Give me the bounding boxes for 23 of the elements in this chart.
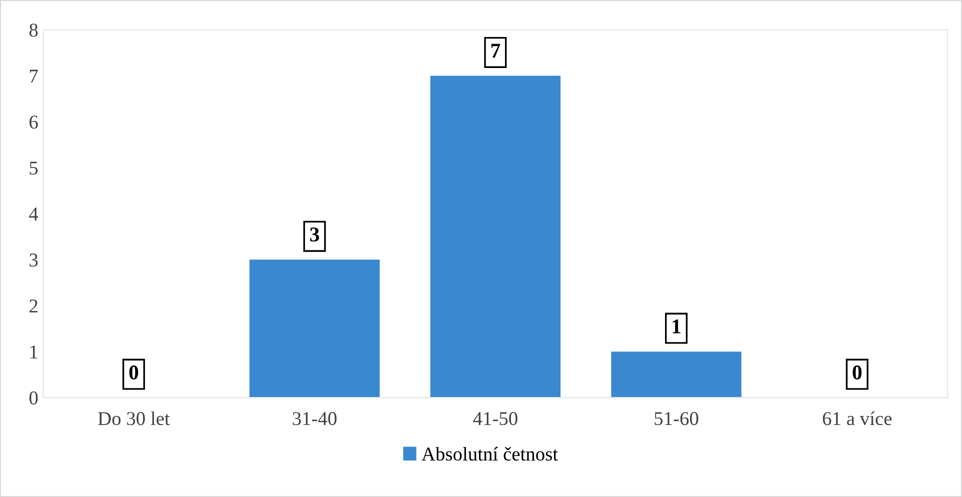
y-tick-label: 2 (30, 300, 38, 312)
x-tick-label: Do 30 let (98, 411, 170, 426)
y-tick-label: 0 (29, 391, 38, 405)
data-label: 0 (129, 365, 138, 380)
data-label: 7 (491, 44, 500, 58)
y-tick-label: 4 (29, 208, 38, 220)
y-tick-label: 8 (29, 24, 38, 37)
x-tick-label: 61 a více (822, 411, 892, 426)
y-tick-label: 7 (30, 70, 38, 83)
x-tick-label: 31-40 (292, 412, 337, 426)
y-tick-label: 6 (30, 116, 38, 129)
bar (249, 260, 380, 398)
data-label: 1 (672, 320, 680, 334)
y-tick-label: 5 (30, 162, 38, 175)
y-tick-label: 1 (30, 346, 38, 358)
bar (611, 352, 742, 398)
data-label: 3 (310, 228, 320, 242)
y-tick-label: 3 (30, 254, 38, 267)
data-label: 0 (852, 365, 862, 380)
x-tick-label: 41-50 (473, 412, 518, 426)
x-tick-label: 51-60 (654, 412, 698, 426)
bar (430, 76, 561, 398)
legend-label: Absolutní četnost (422, 446, 558, 461)
